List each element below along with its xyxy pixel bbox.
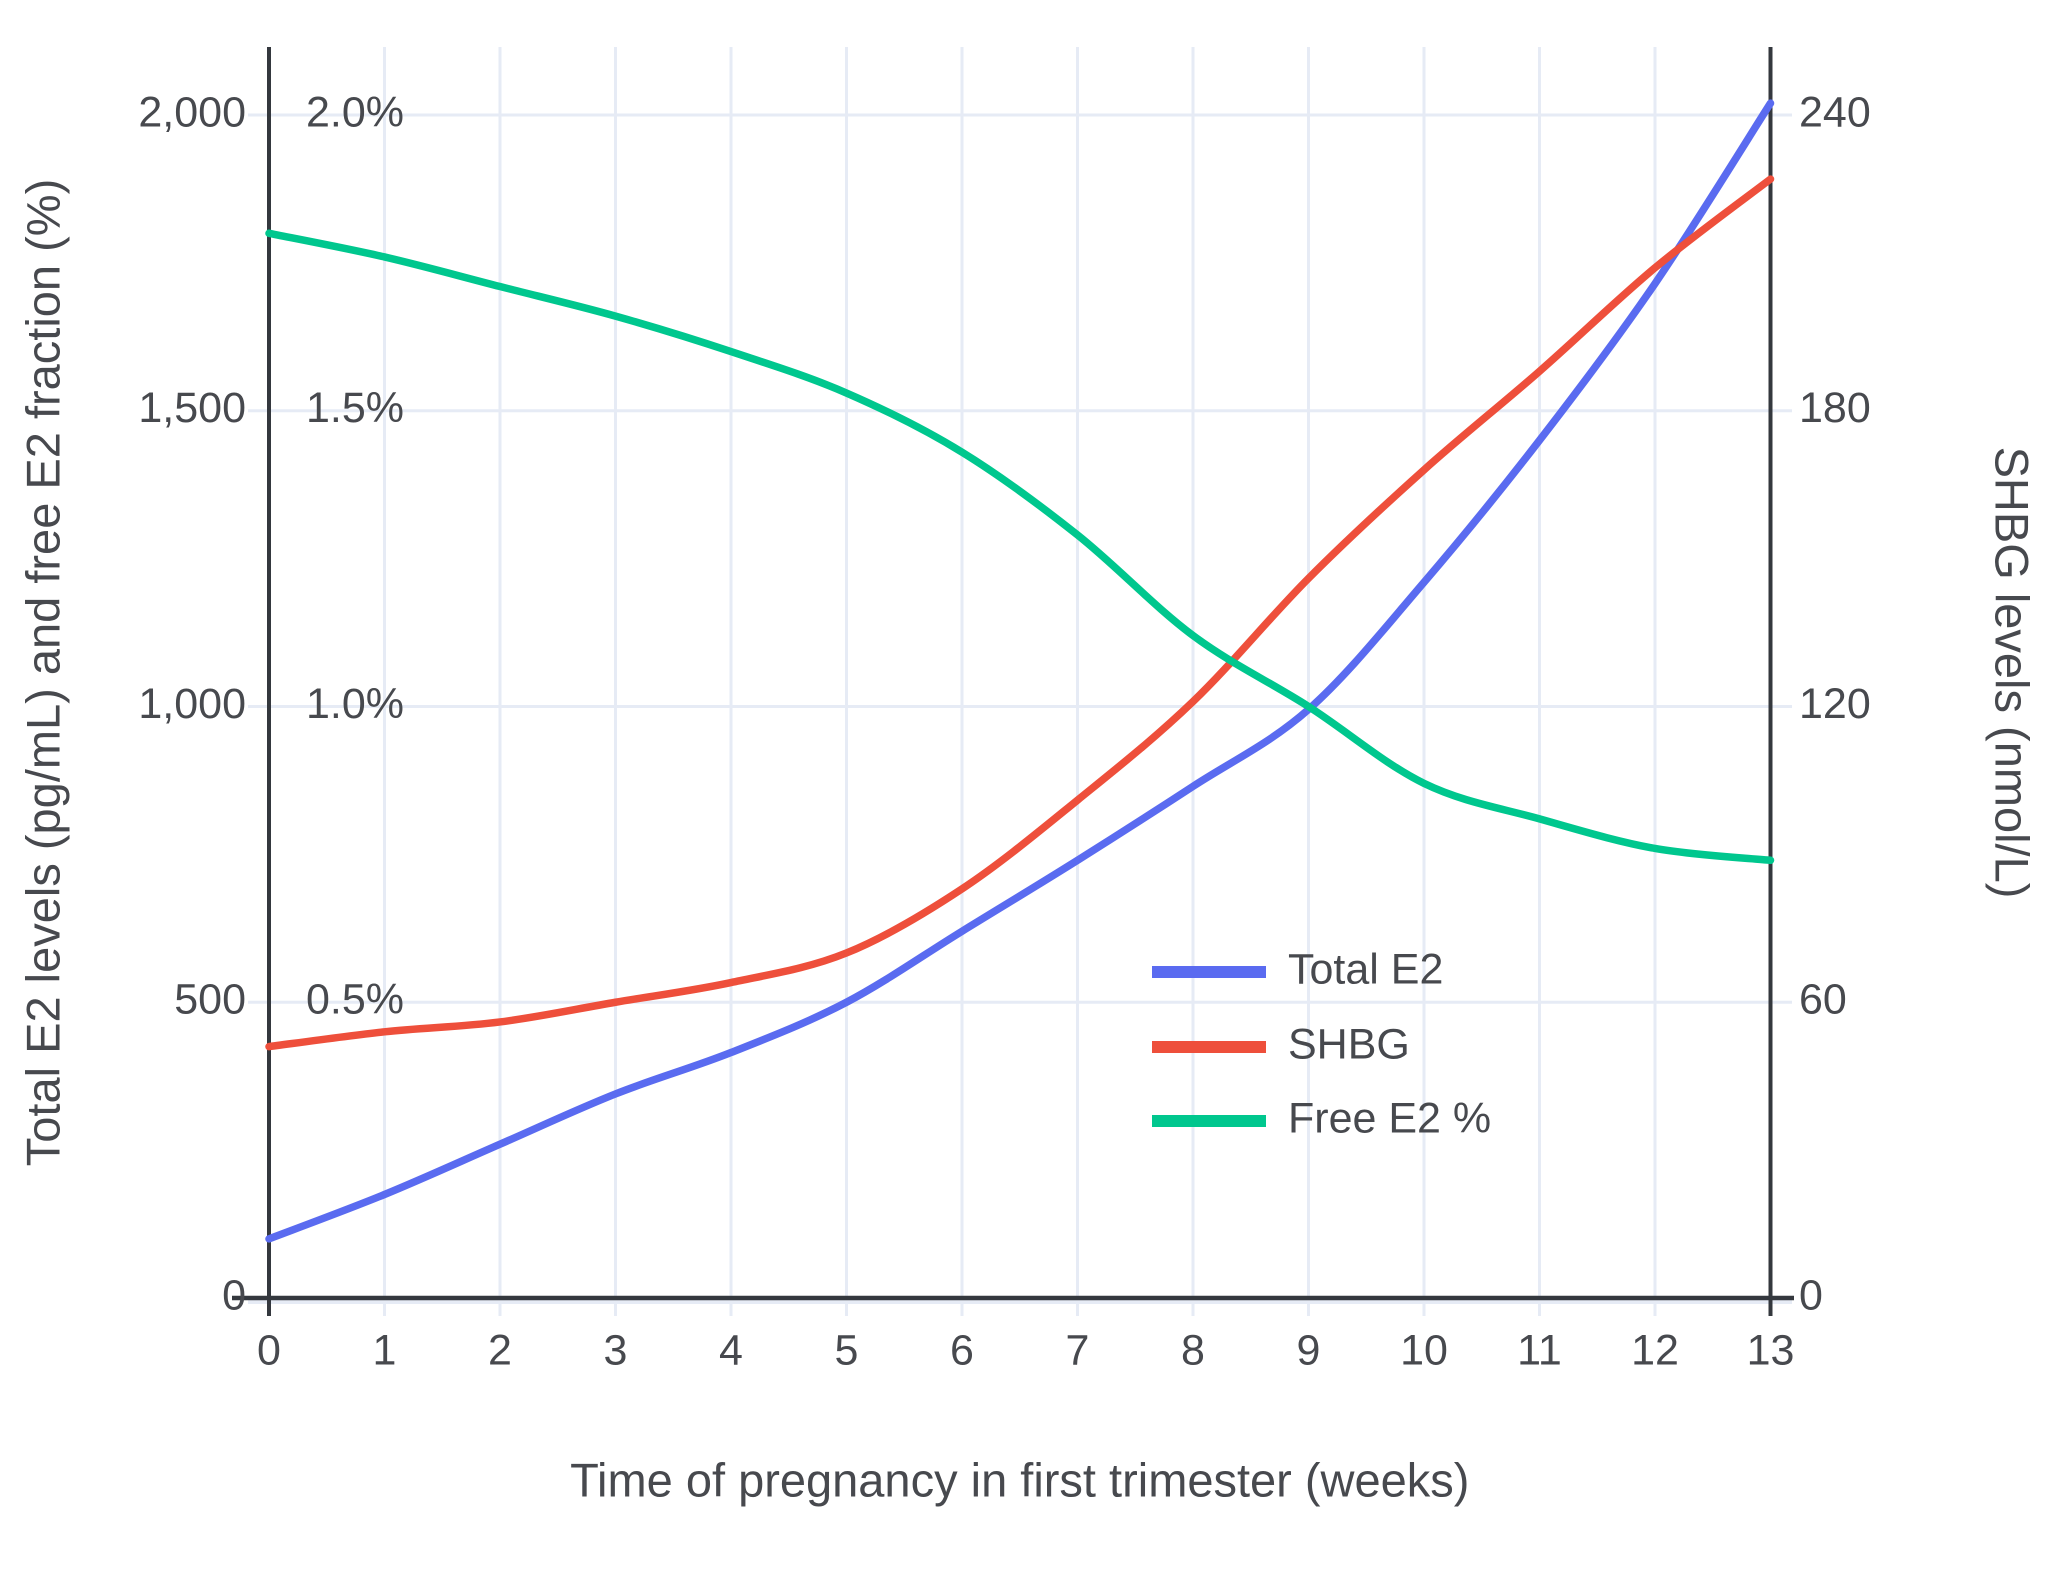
right-axis-tick-label: 180 xyxy=(1799,384,1871,432)
left-axis-tick-label: 0 xyxy=(222,1271,246,1319)
y-axis-title-right: SHBG levels (nmol/L) xyxy=(1986,447,2039,899)
x-axis-tick-label: 11 xyxy=(1517,1326,1562,1374)
percent-inner-label: 0.5% xyxy=(306,976,404,1024)
left-axis-tick-label: 1,500 xyxy=(138,384,246,432)
y-axis-title-left: Total E2 levels (pg/mL) and free E2 frac… xyxy=(16,179,69,1166)
legend-label-free-e2-[interactable]: Free E2 % xyxy=(1288,1094,1491,1142)
x-axis-tick-label: 5 xyxy=(835,1326,859,1374)
x-axis-tick-label: 4 xyxy=(719,1326,743,1374)
x-axis-tick-label: 6 xyxy=(950,1326,974,1374)
right-axis-tick-label: 240 xyxy=(1799,88,1871,136)
legend-label-shbg[interactable]: SHBG xyxy=(1288,1020,1410,1068)
x-axis-tick-label: 12 xyxy=(1631,1326,1679,1374)
left-axis-tick-label: 1,000 xyxy=(138,680,246,728)
x-axis-tick-label: 7 xyxy=(1066,1326,1090,1374)
percent-inner-label: 1.5% xyxy=(306,384,404,432)
series-line-total-e2 xyxy=(265,99,1775,1243)
left-axis-tick-label: 500 xyxy=(174,976,246,1024)
right-axis-tick-label: 120 xyxy=(1799,680,1871,728)
x-axis-tick-label: 3 xyxy=(604,1326,628,1374)
x-axis-title: Time of pregnancy in first trimester (we… xyxy=(570,1453,1469,1506)
x-axis-tick-label: 13 xyxy=(1747,1326,1795,1374)
series-line-free-e2- xyxy=(265,229,1775,865)
x-axis-tick-label: 8 xyxy=(1181,1326,1205,1374)
right-axis-tick-label: 60 xyxy=(1799,976,1847,1024)
right-axis-tick-label: 0 xyxy=(1799,1271,1823,1319)
x-axis-tick-label: 2 xyxy=(488,1326,512,1374)
legend-label-total-e2[interactable]: Total E2 xyxy=(1288,945,1443,993)
x-axis-tick-label: 10 xyxy=(1400,1326,1448,1374)
x-axis-tick-label: 9 xyxy=(1297,1326,1321,1374)
x-axis-tick-label: 1 xyxy=(373,1326,397,1374)
percent-inner-label: 1.0% xyxy=(306,680,404,728)
left-axis-tick-label: 2,000 xyxy=(138,88,246,136)
percent-inner-label: 2.0% xyxy=(306,88,404,136)
x-axis-tick-label: 0 xyxy=(257,1326,281,1374)
series-line-shbg xyxy=(265,175,1775,1051)
